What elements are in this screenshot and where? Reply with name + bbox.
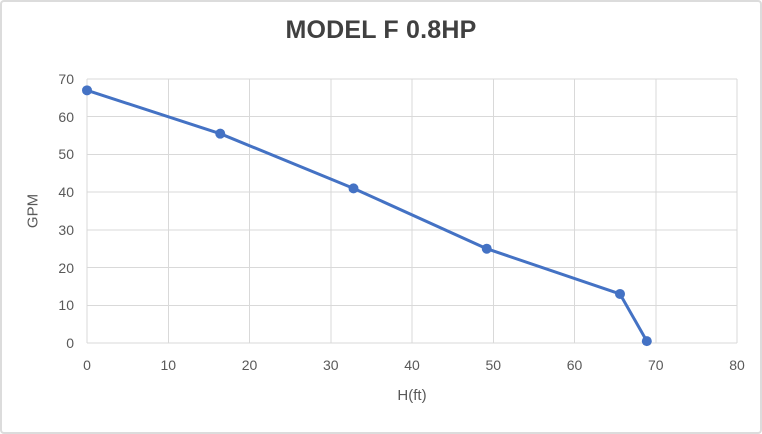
x-tick-label: 50 (485, 357, 502, 373)
y-tick-label: 0 (66, 335, 74, 351)
x-tick-label: 10 (160, 357, 177, 373)
x-tick-label: 60 (566, 357, 583, 373)
x-tick-label: 80 (729, 357, 745, 373)
chart-title: MODEL F 0.8HP (285, 16, 477, 44)
y-tick-label: 50 (58, 146, 74, 163)
x-tick-label: 20 (241, 357, 258, 373)
y-tick-label: 30 (58, 221, 74, 238)
series-line (85, 88, 649, 343)
x-tick-label: 0 (83, 357, 91, 373)
x-tick-label: 40 (404, 357, 420, 373)
data-point-marker (481, 243, 492, 254)
x-axis-title: H(ft) (397, 387, 427, 404)
y-tick-label: 40 (58, 184, 74, 201)
y-tick-label: 60 (58, 108, 74, 125)
y-tick-label: 20 (58, 259, 74, 276)
y-tick-label: 70 (58, 71, 74, 87)
x-tick-label: 30 (322, 357, 339, 373)
data-point-marker (641, 336, 652, 347)
x-tick-label: 70 (647, 357, 664, 373)
data-point-marker (348, 183, 359, 194)
data-point-marker (615, 288, 625, 299)
y-tick-label: 10 (58, 297, 74, 314)
data-point-marker (215, 128, 226, 139)
data-point-marker (82, 85, 92, 96)
